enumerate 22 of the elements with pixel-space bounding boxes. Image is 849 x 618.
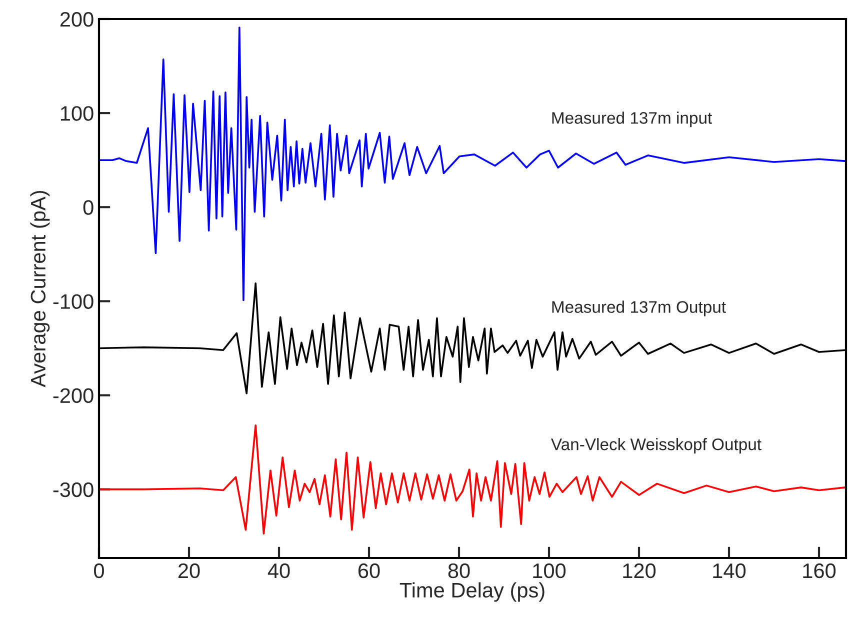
y-tick-label: 100 [60, 106, 94, 121]
y-tick-label: 200 [60, 12, 94, 27]
line-series [99, 424, 846, 534]
x-tick-label: 100 [533, 563, 566, 578]
x-tick-label: 140 [713, 563, 746, 578]
line-series [99, 26, 846, 302]
series-label: Measured 137m Output [552, 300, 726, 316]
x-tick-label: 20 [178, 563, 200, 578]
y-axis-title: Average Current (pA) [30, 190, 50, 388]
y-tick-label: -200 [53, 388, 94, 404]
y-tick-label: -300 [53, 482, 94, 498]
x-axis-title: Time Delay (ps) [400, 582, 544, 602]
x-tick-label: 40 [268, 563, 290, 578]
series-label: Measured 137m input [552, 112, 712, 128]
y-tick-label: -100 [53, 294, 94, 309]
x-tick-label: 60 [358, 563, 380, 578]
x-tick-label: 80 [448, 563, 470, 578]
x-tick-label: 120 [623, 563, 656, 578]
series-label: Van-Vleck Weisskopf Output [551, 438, 762, 454]
y-tick-label: 0 [83, 200, 94, 215]
x-tick-label: 160 [803, 563, 836, 578]
x-tick-label: 0 [94, 563, 104, 578]
